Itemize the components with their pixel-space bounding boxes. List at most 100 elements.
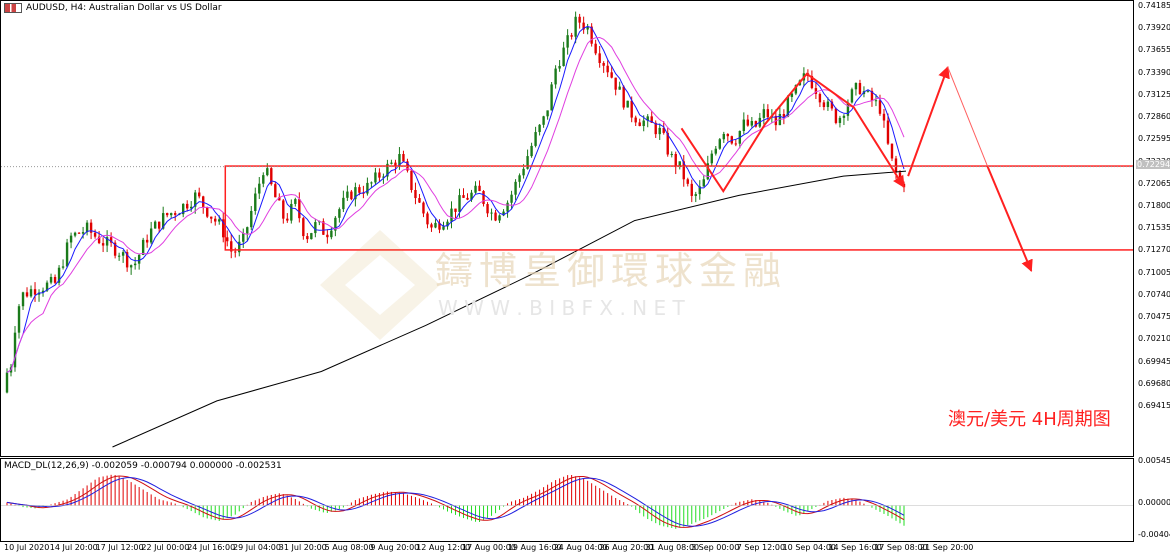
price-candle: [586, 23, 589, 35]
price-candle: [426, 211, 429, 229]
time-tick-label: 17 Sep 08:00: [874, 543, 928, 552]
ma-fast-line: [6, 25, 905, 373]
price-candle: [13, 326, 17, 372]
price-candle: [562, 41, 565, 67]
price-tick-label: 0.70210: [1138, 334, 1170, 344]
watermark-url: W W W . B I B F X . N E T: [438, 296, 685, 320]
price-candle: [378, 168, 381, 182]
price-candle: [113, 240, 117, 259]
forecast-down-arrow: [986, 165, 1033, 273]
time-tick-label: 17 Jul 12:00: [95, 543, 144, 552]
price-tick-label: 0.72595: [1138, 134, 1170, 144]
price-candle: [109, 232, 113, 247]
time-tick-label: 29 Jul 04:00: [233, 543, 281, 552]
price-tick-label: 0.71270: [1138, 245, 1170, 255]
macd-indicator-pane[interactable]: [0, 458, 1134, 542]
price-candle: [726, 133, 730, 142]
price-candle: [874, 94, 878, 107]
price-candle: [466, 193, 469, 201]
macd-tick-label: -0.004047: [1138, 530, 1170, 539]
price-candle: [626, 100, 629, 108]
price-candle: [430, 222, 433, 232]
price-tick-label: 0.69680: [1138, 378, 1170, 388]
price-candle: [310, 232, 313, 240]
time-tick-label: 22 Jul 00:00: [141, 543, 190, 552]
price-candle: [53, 274, 57, 284]
price-candle: [810, 70, 814, 90]
price-candle: [570, 32, 573, 40]
price-candle: [694, 191, 697, 203]
time-tick-label: 14 Sep 16:00: [828, 543, 882, 552]
price-candle: [842, 114, 846, 126]
chart-title-bar: AUDUSD, H4: Australian Dollar vs US Doll…: [4, 3, 222, 13]
price-candle: [390, 159, 393, 165]
current-price-label: 0.72294: [1136, 159, 1170, 169]
price-tick-label: 0.69415: [1138, 401, 1170, 410]
price-candle: [854, 82, 858, 96]
price-candle: [534, 126, 537, 148]
price-candle: [750, 117, 754, 128]
pattern-zigzag-arrow: [680, 72, 905, 194]
macd-tick-label: 0.005456: [1138, 456, 1170, 465]
price-candle: [145, 234, 149, 248]
price-candle: [702, 174, 705, 187]
price-chart-pane[interactable]: [0, 0, 1134, 457]
time-tick-label: 24 Jul 16:00: [187, 543, 236, 552]
price-candle: [141, 237, 145, 256]
time-tick-label: 10 Jul 2020: [4, 543, 50, 552]
price-candle: [434, 219, 437, 229]
price-candle: [674, 151, 677, 175]
price-candle: [478, 180, 481, 192]
price-candle: [550, 82, 553, 111]
price-candle: [474, 181, 477, 194]
price-candle: [129, 264, 133, 275]
price-candle: [450, 201, 453, 229]
time-axis: 10 Jul 2020 14 Jul 20:00 17 Jul 12:00 22 Ju…: [0, 542, 1134, 555]
price-candle: [282, 199, 285, 224]
price-candle: [350, 189, 353, 201]
ma-200-line: [112, 170, 907, 448]
price-candle: [49, 273, 53, 285]
macd-main-line: [6, 477, 905, 527]
price-candle: [29, 285, 33, 298]
price-candle: [858, 79, 862, 95]
price-candle: [161, 206, 165, 230]
price-candle: [690, 179, 693, 203]
price-candle: [410, 170, 413, 193]
price-candle: [754, 120, 758, 128]
price-candle: [698, 180, 701, 200]
price-candle: [17, 304, 21, 339]
price-candle: [742, 112, 746, 135]
price-candle: [606, 60, 609, 78]
price-candle: [290, 199, 293, 224]
price-candle: [610, 65, 613, 79]
price-candle: [105, 230, 109, 253]
price-candle: [574, 11, 577, 44]
price-candle: [418, 193, 421, 203]
price-candle: [370, 181, 373, 189]
price-candle: [61, 259, 65, 270]
price-candle: [153, 220, 157, 229]
price-candle: [386, 159, 389, 181]
price-candle: [590, 23, 593, 47]
price-candle: [758, 112, 762, 129]
price-candle: [214, 215, 217, 226]
forecast-up-arrow: [907, 65, 950, 177]
price-candle: [81, 226, 85, 239]
price-candle: [270, 166, 273, 186]
chart-caption: 澳元/美元 4H周期图: [948, 409, 1111, 430]
price-candle: [302, 216, 305, 240]
price-candle: [121, 250, 125, 263]
price-candle: [746, 114, 750, 127]
price-candle: [762, 103, 766, 125]
price-candle: [89, 219, 93, 240]
price-candle: [618, 81, 621, 90]
price-candle: [598, 45, 601, 68]
price-candle: [714, 145, 717, 156]
price-candle: [546, 110, 549, 120]
time-tick-label: 12 Aug 12:00: [416, 543, 471, 552]
price-candle: [486, 202, 489, 218]
time-tick-label: 19 Aug 16:00: [507, 543, 562, 552]
price-candle: [514, 179, 517, 201]
price-candle: [518, 173, 521, 188]
